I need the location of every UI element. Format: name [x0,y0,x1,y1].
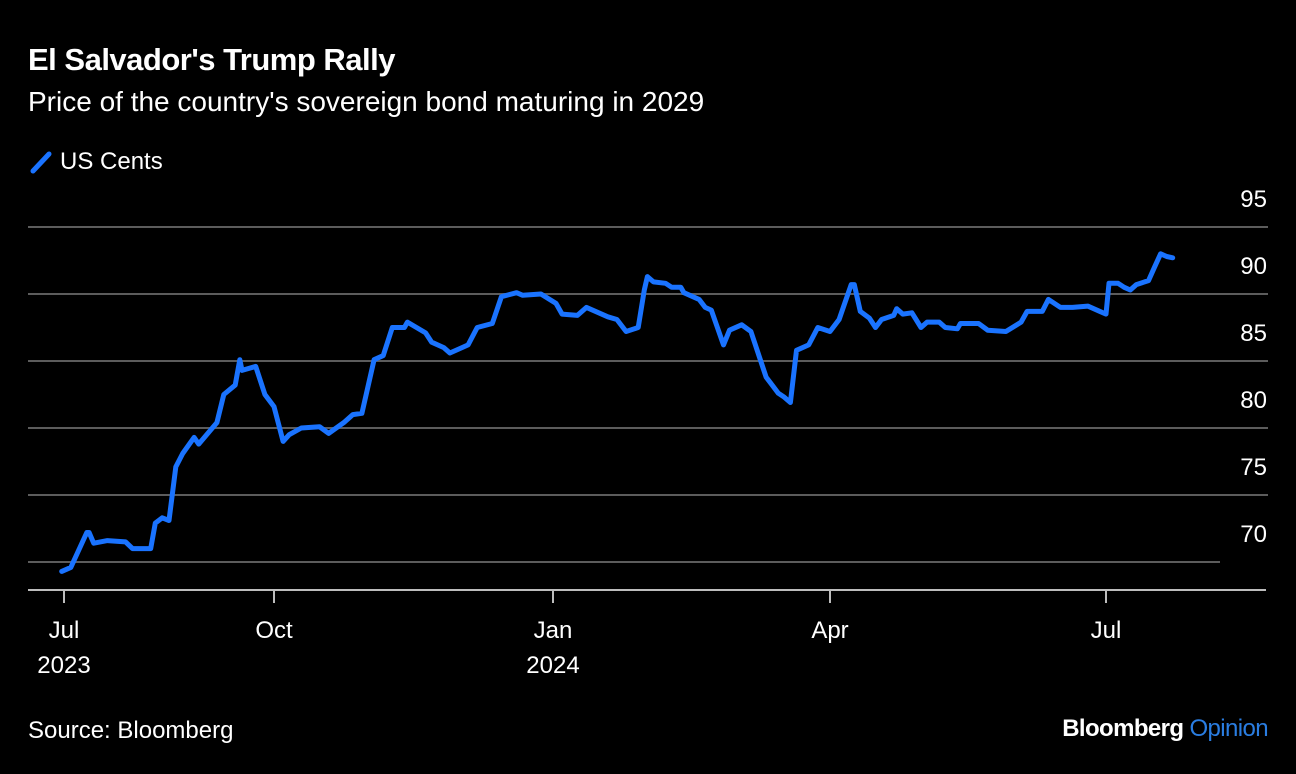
x-tick-year-label: 2023 [37,652,90,679]
chart-title: El Salvador's Trump Rally [28,42,396,77]
bloomberg-opinion-logo: Bloomberg Opinion [1062,715,1268,743]
y-tick-label: 75 [1240,454,1267,481]
legend: US Cents [28,148,163,176]
chart-subtitle: Price of the country's sovereign bond ma… [28,86,705,117]
x-tick-label: Apr [811,617,848,644]
x-tick-year-label: 2024 [526,652,579,679]
y-tick-label: 80 [1240,387,1267,414]
x-tick-label: Jul [1091,617,1122,644]
y-tick-label: 70 [1240,521,1267,548]
series-line-us-cents [59,251,1176,574]
x-tick-label: Oct [255,617,293,644]
y-tick-label: 95 [1240,186,1267,213]
x-tick-label: Jul [49,617,80,644]
y-tick-label: 90 [1240,253,1267,280]
x-tick-label: Jan [534,617,573,644]
y-tick-label: 85 [1240,320,1267,347]
legend-line-icon [30,151,52,174]
logo-main: Bloomberg [1062,715,1184,742]
logo-accent: Opinion [1189,715,1268,742]
source-note: Source: Bloomberg [28,717,234,744]
legend-label: US Cents [60,148,163,175]
